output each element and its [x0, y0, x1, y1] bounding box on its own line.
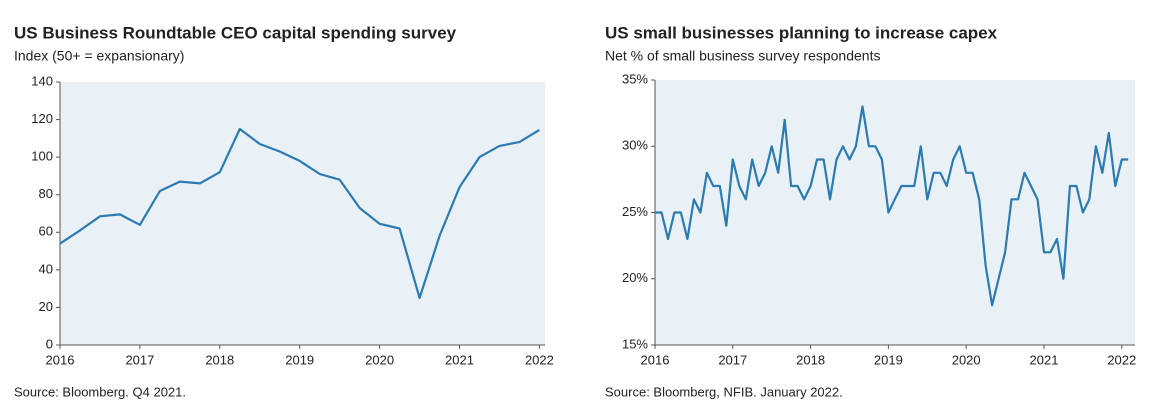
- plot-area: [60, 82, 545, 345]
- x-tick-label: 2020: [952, 352, 981, 367]
- line-series: [59, 127, 540, 300]
- plot-area: [655, 80, 1135, 345]
- y-tick-label: 35%: [622, 71, 648, 86]
- chart-title: US Business Roundtable CEO capital spend…: [14, 23, 457, 42]
- x-tick-label: 2022: [1107, 352, 1136, 367]
- x-tick-label: 2018: [205, 352, 234, 367]
- x-tick-label: 2016: [641, 352, 670, 367]
- x-tick-label: 2017: [125, 352, 154, 367]
- y-tick-label: 140: [31, 73, 53, 88]
- y-tick-label: 120: [31, 111, 53, 126]
- x-tick-label: 2017: [718, 352, 747, 367]
- x-tick-label: 2021: [1030, 352, 1059, 367]
- line-series: [655, 105, 1129, 307]
- y-tick-label: 30%: [622, 138, 648, 153]
- y-tick-label: 40: [39, 261, 53, 276]
- y-tick-label: 100: [31, 149, 53, 164]
- x-tick-label: 2016: [46, 352, 75, 367]
- x-tick-label: 2022: [525, 352, 554, 367]
- chart-source: Source: Bloomberg, NFIB. January 2022.: [605, 384, 843, 399]
- y-tick-label: 20%: [622, 270, 648, 285]
- x-tick-label: 2020: [365, 352, 394, 367]
- chart-title: US small businesses planning to increase…: [605, 23, 998, 42]
- chart-subtitle: Net % of small business survey responden…: [605, 48, 880, 64]
- y-tick-label: 20: [39, 299, 53, 314]
- chart-subtitle: Index (50+ = expansionary): [14, 48, 184, 64]
- y-tick-label: 0: [46, 336, 53, 351]
- y-tick-label: 60: [39, 224, 53, 239]
- y-tick-label: 15%: [622, 336, 648, 351]
- y-tick-label: 25%: [622, 204, 648, 219]
- x-tick-label: 2019: [285, 352, 314, 367]
- chart-source: Source: Bloomberg. Q4 2021.: [14, 384, 186, 399]
- y-tick-label: 80: [39, 186, 53, 201]
- x-tick-label: 2019: [874, 352, 903, 367]
- x-tick-label: 2021: [445, 352, 474, 367]
- x-tick-label: 2018: [796, 352, 825, 367]
